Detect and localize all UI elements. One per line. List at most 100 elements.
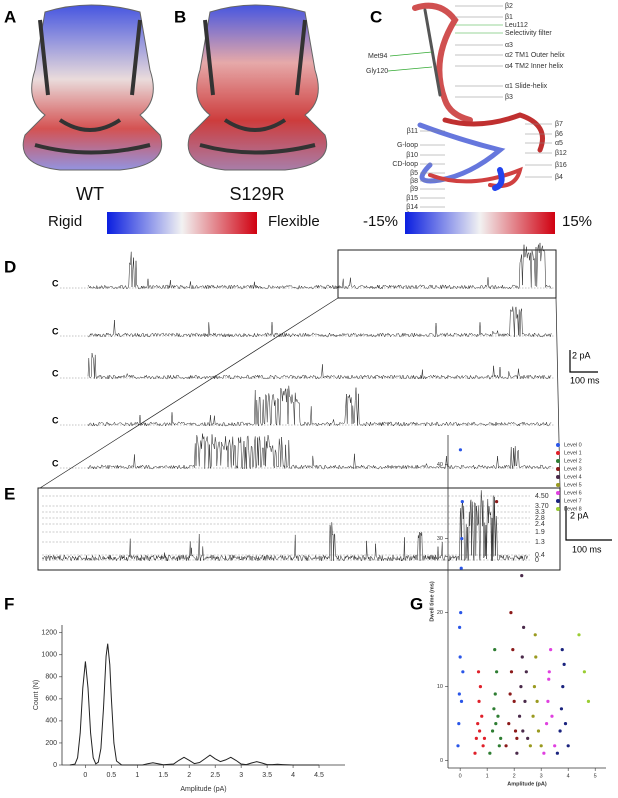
- legend-marker: [556, 507, 560, 511]
- data-point: [473, 751, 477, 755]
- level-label: 4.50: [535, 493, 549, 500]
- legend-label: Level 6: [564, 490, 582, 496]
- legend-marker: [556, 451, 560, 455]
- structure-label: β2: [505, 3, 513, 10]
- data-point: [494, 722, 498, 726]
- y-tick-label: 600: [45, 696, 57, 703]
- y-axis-label: Dwell time (ms): [429, 581, 435, 622]
- structure-label: β12: [555, 150, 567, 157]
- data-point: [481, 744, 485, 748]
- data-point: [533, 633, 537, 637]
- data-point: [456, 744, 460, 748]
- structure-label: α4 TM2 Inner helix: [505, 63, 564, 70]
- data-point: [482, 736, 487, 741]
- x-tick-label: 0.5: [106, 772, 116, 779]
- x-tick-label: 4.5: [314, 772, 324, 779]
- structure-label: WT: [76, 184, 104, 204]
- data-point: [513, 729, 518, 733]
- level-label: 1.9: [535, 529, 545, 536]
- data-point: [460, 500, 464, 504]
- data-point: [488, 751, 492, 755]
- data-point: [577, 633, 581, 637]
- y-tick-label: 40: [437, 462, 443, 468]
- structure-label: α5: [555, 140, 563, 147]
- x-tick-label: 3: [239, 772, 243, 779]
- data-point: [536, 729, 541, 733]
- y-tick-label: 800: [45, 674, 57, 681]
- legend-label: Level 3: [564, 466, 582, 472]
- scale-label: 2 pA: [570, 510, 589, 520]
- panel-label: B: [174, 7, 186, 26]
- y-tick-label: 1000: [41, 652, 57, 659]
- y-axis-label: Count (N): [33, 680, 40, 710]
- data-point: [460, 537, 464, 541]
- structure-label: Leu112: [505, 22, 528, 29]
- structure-label: β7: [555, 121, 563, 128]
- structure-mutant: [187, 4, 327, 171]
- structure-label: β1: [505, 14, 513, 21]
- data-point: [507, 722, 511, 726]
- data-point: [478, 685, 483, 689]
- y-tick-label: 10: [437, 684, 443, 690]
- data-point: [499, 736, 503, 741]
- trace: [87, 306, 552, 338]
- state-label: C: [52, 326, 59, 336]
- data-point: [459, 566, 463, 570]
- legend-label: Level 1: [564, 450, 582, 456]
- data-point: [561, 685, 565, 689]
- trace: [87, 385, 552, 427]
- x-tick-label: 3: [540, 773, 543, 779]
- scale-label: 100 ms: [570, 375, 600, 385]
- data-point: [524, 670, 528, 674]
- y-tick-label: 400: [45, 718, 57, 725]
- zoom-box: [337, 249, 557, 299]
- data-point: [493, 648, 497, 652]
- topology-ribbon: [412, 2, 545, 191]
- legend-label: Level 0: [564, 442, 582, 448]
- y-tick-label: 200: [45, 740, 57, 747]
- data-point: [544, 722, 549, 726]
- scale-bar: [565, 506, 612, 541]
- structure-label: α2 TM1 Outer helix: [505, 52, 565, 59]
- data-point: [520, 655, 524, 659]
- data-point: [549, 648, 553, 652]
- data-point: [457, 692, 461, 696]
- data-point: [515, 751, 519, 755]
- data-point: [490, 729, 495, 733]
- legend-label: Level 4: [564, 474, 582, 480]
- data-point: [582, 670, 586, 674]
- data-point: [520, 574, 524, 578]
- colorbar: [405, 212, 555, 234]
- data-point: [512, 699, 516, 704]
- data-point: [459, 611, 463, 615]
- data-point: [515, 736, 519, 741]
- structure-label: β6: [555, 131, 563, 138]
- data-point: [480, 714, 484, 718]
- x-tick-label: 2: [187, 772, 191, 779]
- structure-label: Met94: [368, 53, 388, 60]
- colorbar-label: -15%: [363, 213, 398, 230]
- colorbar-label: 15%: [562, 213, 592, 230]
- data-point: [459, 699, 464, 704]
- data-point: [534, 655, 538, 659]
- panel-label: E: [4, 484, 15, 503]
- x-tick-label: 5: [594, 773, 597, 779]
- state-label: C: [52, 458, 59, 468]
- data-point: [457, 722, 461, 726]
- data-point: [539, 744, 543, 748]
- leader-line: [387, 66, 433, 72]
- data-point: [509, 670, 514, 674]
- colorbar: [107, 212, 257, 234]
- x-tick-label: 2: [513, 773, 516, 779]
- level-label: 1.3: [535, 539, 545, 546]
- state-label: C: [52, 278, 59, 288]
- data-point: [542, 751, 546, 755]
- data-point: [496, 714, 500, 718]
- data-point: [495, 670, 499, 674]
- histogram-fit: [69, 643, 319, 766]
- data-point: [522, 625, 526, 630]
- data-point: [562, 662, 566, 667]
- x-tick-label: 4: [567, 773, 570, 779]
